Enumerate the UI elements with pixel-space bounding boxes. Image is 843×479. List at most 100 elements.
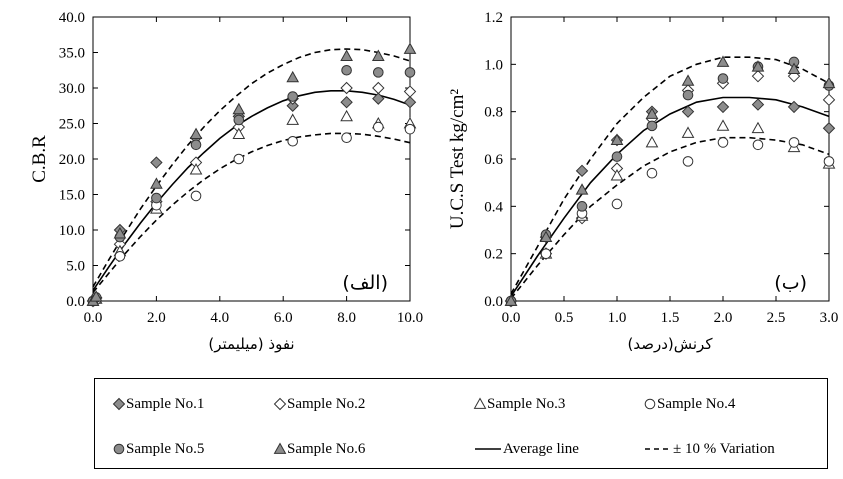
legend-item-8: ± 10 % Variation [643, 439, 775, 459]
legend-label: Sample No.2 [287, 395, 366, 412]
x-tick-label: 6.0 [274, 310, 293, 326]
legend-item-2: Sample No.2 [273, 394, 365, 414]
variation-line [92, 132, 411, 294]
y-tick-label: 0.0 [484, 294, 503, 310]
data-point [232, 102, 246, 115]
y-tick-label: 0.8 [484, 105, 503, 121]
legend-symbol [475, 448, 501, 450]
y-tick-label: 35.0 [59, 46, 85, 62]
data-point [190, 139, 202, 151]
y-tick-label: 1.2 [484, 10, 503, 26]
data-point [340, 95, 353, 109]
y-axis-label: U.C.S Test kg/cm² [447, 89, 468, 229]
data-point [286, 70, 300, 83]
legend: Sample No.1 Sample No.2 Sample No.3 Sample … [94, 378, 828, 469]
data-point [233, 114, 245, 126]
legend-label: Sample No.5 [126, 440, 205, 457]
y-tick-label: 30.0 [59, 81, 85, 97]
data-point [114, 250, 126, 262]
data-point [372, 81, 385, 95]
data-point [611, 198, 623, 210]
legend-label: Sample No.1 [126, 395, 205, 412]
data-point [716, 100, 730, 114]
data-point [189, 127, 203, 140]
y-tick-label: 0.6 [484, 152, 503, 168]
data-point [751, 98, 765, 111]
data-point [646, 120, 658, 132]
chart-1: 0.0 5.0 10.0 15.0 20.0 25.0 30.0 35.0 40.0 0.0 2.0… [29, 10, 423, 353]
data-point [539, 230, 553, 242]
data-point [232, 127, 246, 140]
data-point [822, 122, 836, 135]
legend-item-1: Sample No.1 [112, 394, 204, 414]
data-point [287, 91, 299, 102]
data-point [575, 164, 589, 178]
data-point [373, 121, 384, 133]
data-point [751, 121, 765, 134]
series-sample-6 [504, 55, 836, 306]
x-tick-label: 1.5 [661, 310, 680, 326]
data-point [681, 126, 695, 138]
legend-label: Average line [503, 440, 579, 457]
y-tick-label: 0.2 [484, 247, 503, 263]
data-point [788, 137, 800, 148]
panel-label: (ب) [774, 272, 807, 294]
y-tick-label: 0.4 [484, 199, 503, 215]
x-tick-label: 3.0 [820, 310, 839, 326]
data-point [610, 169, 624, 181]
data-point [341, 132, 352, 143]
legend-label: Sample No.3 [487, 395, 566, 412]
data-point [287, 135, 299, 147]
y-tick-label: 5.0 [66, 259, 85, 275]
average-line [510, 96, 830, 297]
x-tick-label: 8.0 [337, 310, 356, 326]
data-point [645, 135, 659, 148]
data-point [751, 60, 765, 72]
data-point [404, 123, 416, 135]
chart-2: 0.0 0.2 0.4 0.6 0.8 1.0 1.2 0.0 0.5 1.0 1.5 2.0 2.5 3… [447, 10, 838, 353]
data-point [404, 67, 416, 78]
data-point [403, 85, 417, 98]
data-point [716, 119, 730, 131]
data-point [113, 227, 127, 239]
legend-marker [473, 397, 487, 409]
legend-marker [273, 397, 287, 411]
data-point [787, 100, 801, 114]
legend-marker [273, 442, 287, 454]
data-point [681, 74, 695, 86]
data-point [611, 151, 623, 162]
data-point [610, 133, 624, 145]
x-axis-label: کرنش(درصد) [628, 335, 714, 353]
data-point [787, 62, 801, 74]
data-point [151, 192, 162, 204]
variation-line [510, 136, 830, 300]
data-point [373, 67, 384, 78]
series-sample-5 [87, 64, 416, 307]
data-point [822, 93, 836, 107]
legend-item-4: Sample No.4 [643, 394, 735, 414]
data-point [233, 153, 245, 165]
legend-item-3: Sample No.3 [473, 394, 565, 414]
data-point [89, 290, 103, 302]
series-sample-6 [86, 42, 417, 306]
legend-marker [644, 398, 656, 410]
y-tick-label: 1.0 [484, 57, 503, 73]
x-tick-label: 10.0 [397, 310, 423, 326]
data-point [645, 107, 659, 119]
legend-symbol [112, 397, 126, 411]
legend-item-7: Average line [473, 439, 579, 459]
data-point [717, 73, 729, 84]
data-point [752, 139, 764, 151]
data-point [150, 156, 163, 169]
legend-item-6: Sample No.6 [273, 439, 365, 459]
legend-marker [112, 397, 126, 411]
data-point [286, 99, 299, 112]
legend-symbol [645, 448, 671, 450]
charts: 0.0 5.0 10.0 15.0 20.0 25.0 30.0 35.0 40.0 0.0 2.0… [29, 10, 838, 353]
x-tick-label: 2.0 [147, 310, 166, 326]
data-point [286, 113, 300, 125]
y-tick-label: 0.0 [66, 294, 85, 310]
data-point [681, 105, 695, 118]
data-point [189, 163, 203, 175]
legend-label: ± 10 % Variation [673, 440, 775, 457]
